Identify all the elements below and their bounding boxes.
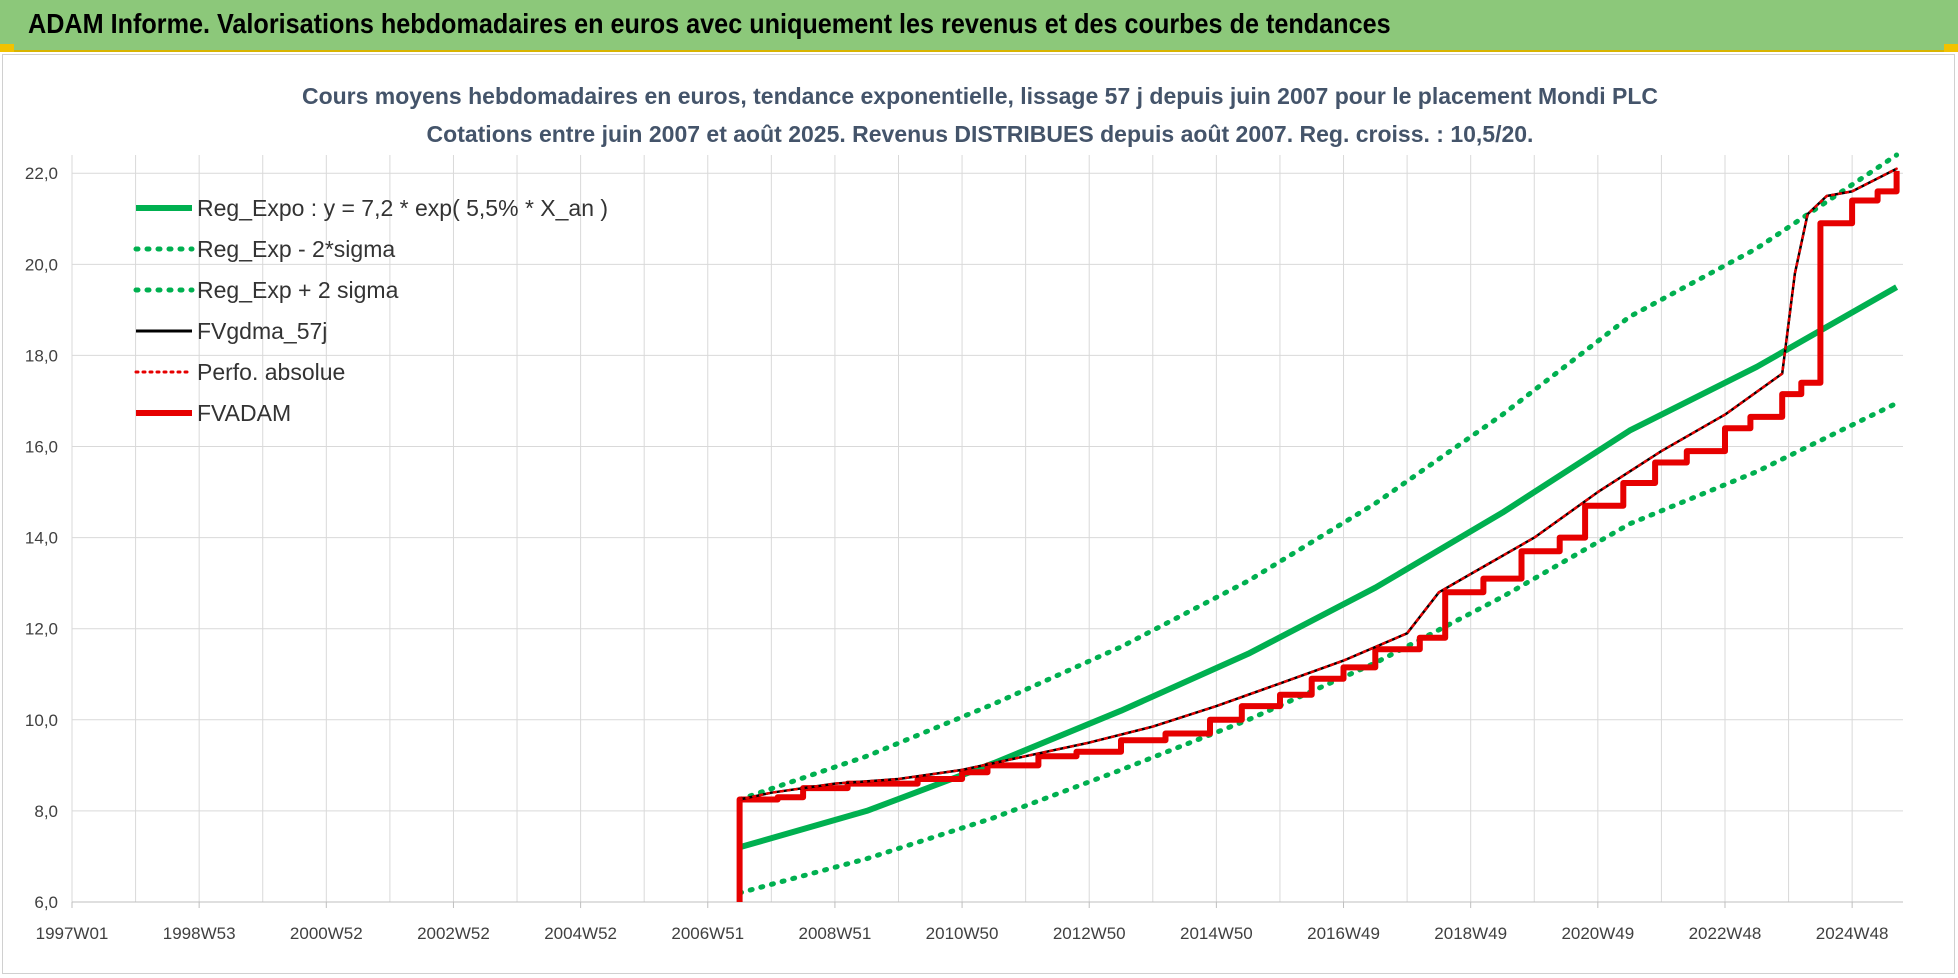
series-layer bbox=[736, 152, 1900, 902]
chart-subtitle: Cotations entre juin 2007 et août 2025. … bbox=[427, 121, 1534, 147]
page-title: ADAM Informe. Valorisations hebdomadaire… bbox=[28, 8, 1391, 39]
chart-frame bbox=[2, 54, 1955, 974]
x-tick-label: 1997W01 bbox=[36, 924, 109, 943]
x-tick-label: 2018W49 bbox=[1434, 924, 1507, 943]
chart-title: Cours moyens hebdomadaires en euros, ten… bbox=[302, 83, 1658, 109]
x-tick-label: 2012W50 bbox=[1053, 924, 1126, 943]
y-tick-label: 8,0 bbox=[34, 802, 58, 821]
legend-label: Reg_Exp - 2*sigma bbox=[197, 236, 395, 262]
series-line-2 bbox=[737, 400, 1900, 896]
legend-label: Perfo. absolue bbox=[197, 359, 345, 385]
corner-marker-left bbox=[0, 44, 14, 52]
grid-lines bbox=[71, 155, 1903, 903]
corner-marker-right bbox=[1944, 44, 1958, 52]
y-tick-label: 14,0 bbox=[25, 529, 58, 548]
legend-label: FVADAM bbox=[197, 400, 291, 426]
x-tick-label: 2014W50 bbox=[1180, 924, 1253, 943]
series-line-6 bbox=[736, 170, 1900, 902]
x-tick-label: 2022W48 bbox=[1689, 924, 1762, 943]
series-line-1 bbox=[738, 284, 1899, 851]
x-tick-label: 2024W48 bbox=[1816, 924, 1889, 943]
legend-label: FVgdma_57j bbox=[197, 318, 327, 344]
title-banner: ADAM Informe. Valorisations hebdomadaire… bbox=[0, 0, 1958, 52]
y-tick-label: 18,0 bbox=[25, 346, 58, 365]
series-line-5 bbox=[738, 167, 1898, 801]
legend: Reg_Expo : y = 7,2 * exp( 5,5% * X_an ) R… bbox=[133, 195, 608, 426]
y-tick-label: 6,0 bbox=[34, 893, 58, 912]
x-tick-label: 2020W49 bbox=[1561, 924, 1634, 943]
y-tick-label: 12,0 bbox=[25, 620, 58, 639]
tick-labels: 6,0 8,0 10,0 12,0 14,0 16,0 18,0 20,0 22,0 1997W0… bbox=[25, 164, 1889, 943]
x-tick-label: 2016W49 bbox=[1307, 924, 1380, 943]
x-tick-label: 2006W51 bbox=[671, 924, 744, 943]
y-tick-label: 22,0 bbox=[25, 164, 58, 183]
y-tick-label: 16,0 bbox=[25, 438, 58, 457]
x-tick-label: 2004W52 bbox=[544, 924, 617, 943]
x-tick-label: 2010W50 bbox=[926, 924, 999, 943]
legend-label: Reg_Exp + 2 sigma bbox=[197, 277, 399, 303]
x-tick-label: 2002W52 bbox=[417, 924, 490, 943]
y-tick-label: 20,0 bbox=[25, 255, 58, 274]
x-tick-label: 2000W52 bbox=[290, 924, 363, 943]
series-line-3 bbox=[737, 152, 1900, 802]
x-tick-label: 2008W51 bbox=[799, 924, 872, 943]
x-tick-label: 1998W53 bbox=[163, 924, 236, 943]
legend-label: Reg_Expo : y = 7,2 * exp( 5,5% * X_an ) bbox=[197, 195, 608, 221]
y-tick-label: 10,0 bbox=[25, 711, 58, 730]
